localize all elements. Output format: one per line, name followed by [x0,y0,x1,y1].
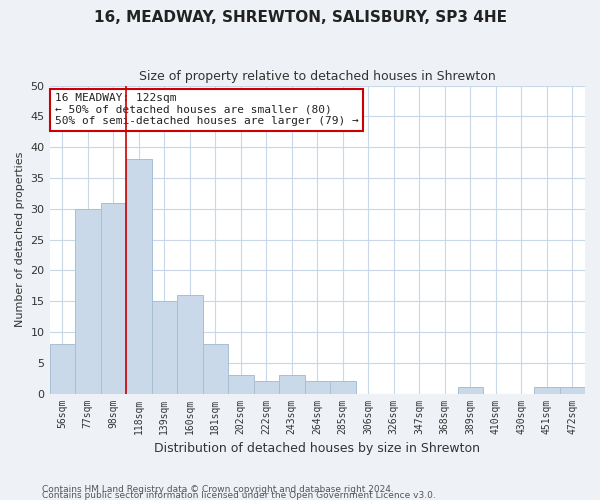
Y-axis label: Number of detached properties: Number of detached properties [15,152,25,327]
Bar [458,388,483,394]
Bar [228,375,254,394]
Bar [254,381,279,394]
Text: Contains public sector information licensed under the Open Government Licence v3: Contains public sector information licen… [42,491,436,500]
Text: Contains HM Land Registry data © Crown copyright and database right 2024.: Contains HM Land Registry data © Crown c… [42,485,394,494]
Bar [203,344,228,394]
Bar [330,381,356,394]
Bar [101,202,126,394]
Bar [560,388,585,394]
Bar [50,344,75,394]
Bar [75,209,101,394]
Title: Size of property relative to detached houses in Shrewton: Size of property relative to detached ho… [139,70,496,83]
Bar [177,295,203,394]
Bar [279,375,305,394]
Bar [152,301,177,394]
Bar [126,160,152,394]
Bar [305,381,330,394]
Text: 16, MEADWAY, SHREWTON, SALISBURY, SP3 4HE: 16, MEADWAY, SHREWTON, SALISBURY, SP3 4H… [94,10,506,25]
Text: 16 MEADWAY: 122sqm
← 50% of detached houses are smaller (80)
50% of semi-detache: 16 MEADWAY: 122sqm ← 50% of detached hou… [55,94,359,126]
Bar [534,388,560,394]
X-axis label: Distribution of detached houses by size in Shrewton: Distribution of detached houses by size … [154,442,480,455]
